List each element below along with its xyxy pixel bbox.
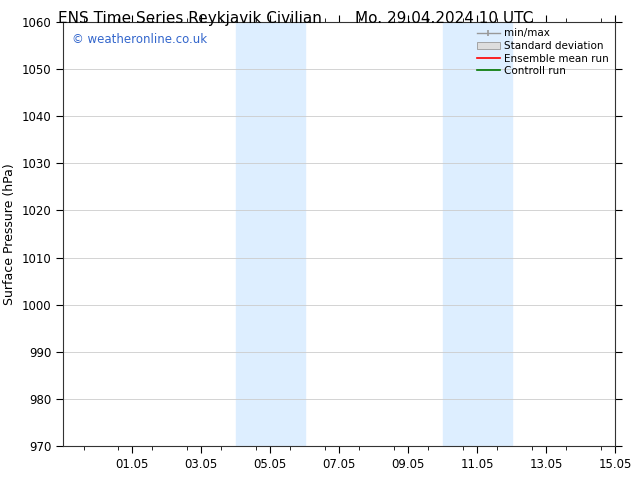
- Legend: min/max, Standard deviation, Ensemble mean run, Controll run: min/max, Standard deviation, Ensemble me…: [473, 24, 613, 80]
- Text: Mo. 29.04.2024 10 UTC: Mo. 29.04.2024 10 UTC: [354, 11, 533, 26]
- Text: © weatheronline.co.uk: © weatheronline.co.uk: [72, 33, 207, 46]
- Text: ENS Time Series Reykjavik Civilian: ENS Time Series Reykjavik Civilian: [58, 11, 322, 26]
- Bar: [443, 22, 512, 446]
- Bar: [236, 22, 305, 446]
- Y-axis label: Surface Pressure (hPa): Surface Pressure (hPa): [3, 163, 16, 305]
